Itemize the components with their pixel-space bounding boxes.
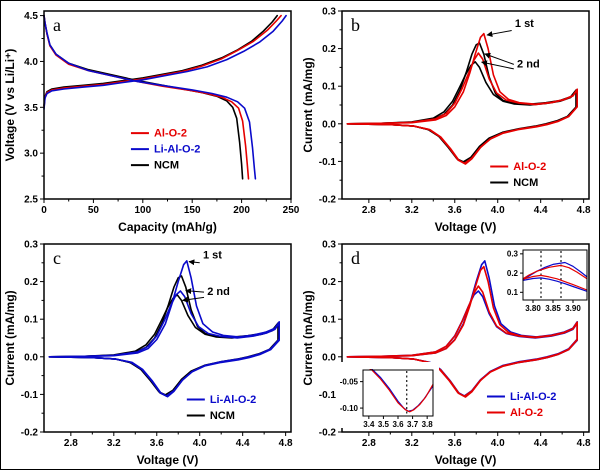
svg-text:4.0: 4.0 — [491, 438, 505, 449]
svg-text:200: 200 — [233, 205, 250, 216]
panel-c: 2.8 3.2 3.6 4.0 4.4 4.8 -0.2 -0.1 0.0 0.1 0.2 0.3 Vo… — [1, 234, 301, 469]
svg-text:0.1: 0.1 — [322, 315, 336, 326]
svg-text:3.90: 3.90 — [565, 304, 581, 313]
svg-text:0.0: 0.0 — [322, 352, 336, 363]
svg-text:0.3: 0.3 — [322, 7, 336, 18]
svg-text:3.0: 3.0 — [24, 149, 38, 160]
svg-text:3.8: 3.8 — [422, 420, 434, 429]
svg-text:c: c — [53, 248, 61, 268]
svg-text:3.6: 3.6 — [448, 438, 462, 449]
svg-text:4.4: 4.4 — [534, 205, 548, 216]
svg-text:0.0: 0.0 — [322, 119, 336, 130]
svg-text:3.6: 3.6 — [392, 420, 404, 429]
svg-text:2.8: 2.8 — [362, 438, 376, 449]
svg-text:3.6: 3.6 — [150, 438, 164, 449]
svg-text:0.2: 0.2 — [24, 277, 38, 288]
svg-text:Al-O-2: Al-O-2 — [154, 128, 187, 140]
svg-text:-0.1: -0.1 — [21, 390, 39, 401]
svg-text:a: a — [53, 15, 61, 35]
svg-text:1 st: 1 st — [203, 249, 222, 261]
svg-text:4.8: 4.8 — [279, 438, 293, 449]
svg-text:b: b — [351, 15, 360, 35]
svg-text:Al-O-2: Al-O-2 — [510, 407, 543, 419]
svg-text:3.7: 3.7 — [407, 420, 419, 429]
svg-text:4.0: 4.0 — [491, 205, 505, 216]
svg-text:-0.2: -0.2 — [319, 428, 337, 439]
svg-text:2 nd: 2 nd — [517, 58, 540, 70]
svg-text:2 nd: 2 nd — [207, 286, 230, 298]
svg-text:-0.2: -0.2 — [319, 195, 337, 206]
svg-text:NCM: NCM — [210, 410, 235, 422]
svg-text:3.2: 3.2 — [405, 205, 419, 216]
svg-text:150: 150 — [184, 205, 201, 216]
svg-text:Voltage (V): Voltage (V) — [137, 453, 199, 467]
svg-text:4.5: 4.5 — [24, 11, 38, 22]
panel-a-chart: 0 50 100 150 200 250 2.5 3.0 3.5 4.0 4.5 Capacity (… — [3, 10, 300, 234]
svg-text:4.8: 4.8 — [577, 438, 591, 449]
svg-text:3.80: 3.80 — [525, 304, 541, 313]
svg-text:0.2: 0.2 — [322, 44, 336, 55]
panel-a: 0 50 100 150 200 250 2.5 3.0 3.5 4.0 4.5 Capacity (… — [1, 1, 301, 236]
svg-text:-0.2: -0.2 — [21, 428, 39, 439]
svg-text:3.4: 3.4 — [363, 420, 375, 429]
svg-text:4.0: 4.0 — [24, 57, 38, 68]
panel-d: 2.8 3.2 3.6 4.0 4.4 4.8 -0.2 -0.1 0.0 0.1 0.2 0.3 Vo… — [299, 234, 599, 469]
svg-text:1 st: 1 st — [515, 18, 534, 30]
svg-text:-0.05: -0.05 — [340, 377, 359, 386]
svg-text:2.8: 2.8 — [64, 438, 78, 449]
svg-text:Voltage (V vs Li/Li⁺): Voltage (V vs Li/Li⁺) — [3, 49, 17, 162]
svg-text:0.2: 0.2 — [322, 277, 336, 288]
svg-text:4.8: 4.8 — [577, 205, 591, 216]
svg-text:3.2: 3.2 — [107, 438, 121, 449]
svg-text:Al-O-2: Al-O-2 — [513, 161, 546, 173]
svg-text:Li-Al-O-2: Li-Al-O-2 — [510, 391, 556, 403]
svg-text:NCM: NCM — [154, 160, 179, 172]
svg-text:0.1: 0.1 — [322, 82, 336, 93]
svg-text:3.2: 3.2 — [405, 438, 419, 449]
panel-d-chart: 2.8 3.2 3.6 4.0 4.4 4.8-0.2-0.10.00.10.20.3Vo… — [301, 240, 591, 468]
svg-text:4.4: 4.4 — [236, 438, 250, 449]
svg-text:0.3: 0.3 — [24, 240, 38, 251]
svg-text:0.2: 0.2 — [507, 269, 519, 278]
svg-text:Current (mA/mg): Current (mA/mg) — [301, 290, 315, 385]
svg-text:Current (mA/mg): Current (mA/mg) — [301, 57, 315, 152]
svg-text:4.4: 4.4 — [534, 438, 548, 449]
svg-text:3.6: 3.6 — [448, 205, 462, 216]
panel-c-chart: 2.8 3.2 3.6 4.0 4.4 4.8 -0.2 -0.1 0.0 0.1 0.2 0.3 Vo… — [3, 240, 293, 468]
svg-text:0: 0 — [41, 205, 47, 216]
svg-text:-0.1: -0.1 — [319, 157, 337, 168]
svg-text:0.3: 0.3 — [507, 250, 519, 259]
svg-text:2.8: 2.8 — [362, 205, 376, 216]
svg-text:-0.1: -0.1 — [319, 390, 337, 401]
svg-text:Current (mA/mg): Current (mA/mg) — [3, 290, 17, 385]
svg-text:250: 250 — [283, 205, 300, 216]
svg-text:3.85: 3.85 — [545, 304, 561, 313]
svg-text:4.0: 4.0 — [193, 438, 207, 449]
svg-text:0.0: 0.0 — [24, 352, 38, 363]
svg-text:50: 50 — [88, 205, 100, 216]
svg-text:Capacity (mAh/g): Capacity (mAh/g) — [118, 220, 217, 234]
svg-text:Li-Al-O-2: Li-Al-O-2 — [210, 394, 256, 406]
panel-b: 2.8 3.2 3.6 4.0 4.4 4.8 -0.2 -0.1 0.0 0.1 0.2 0.3 Vo… — [299, 1, 599, 236]
svg-text:d: d — [351, 248, 360, 268]
svg-text:2.5: 2.5 — [24, 195, 38, 206]
svg-text:NCM: NCM — [513, 177, 538, 189]
svg-text:Voltage (V): Voltage (V) — [435, 453, 497, 467]
svg-text:-0.10: -0.10 — [340, 404, 359, 413]
svg-text:0.1: 0.1 — [24, 315, 38, 326]
panel-b-chart: 2.8 3.2 3.6 4.0 4.4 4.8 -0.2 -0.1 0.0 0.1 0.2 0.3 Vo… — [301, 7, 591, 235]
svg-text:Voltage (V): Voltage (V) — [435, 220, 497, 234]
svg-text:3.5: 3.5 — [378, 420, 390, 429]
svg-text:0.3: 0.3 — [322, 240, 336, 251]
svg-text:0.1: 0.1 — [507, 288, 519, 297]
svg-text:3.5: 3.5 — [24, 103, 38, 114]
svg-text:100: 100 — [134, 205, 151, 216]
svg-text:Li-Al-O-2: Li-Al-O-2 — [154, 144, 200, 156]
